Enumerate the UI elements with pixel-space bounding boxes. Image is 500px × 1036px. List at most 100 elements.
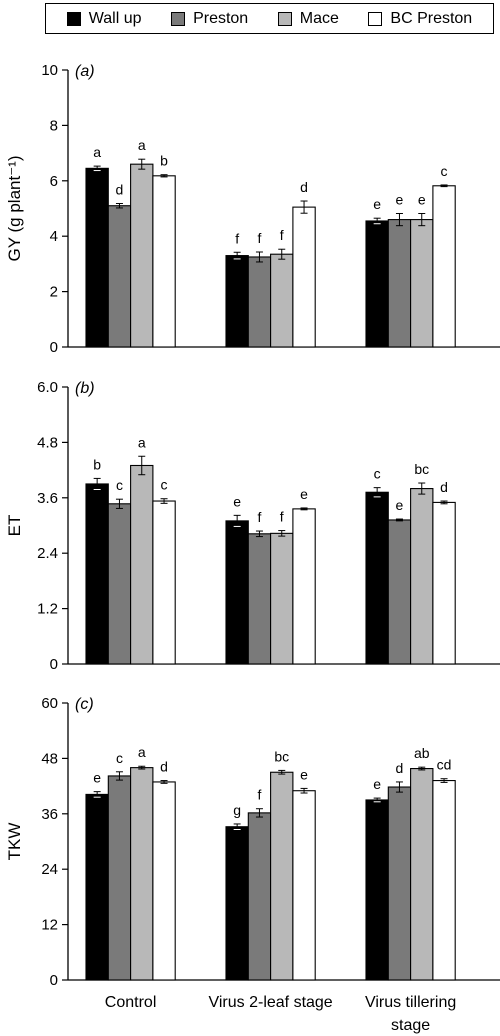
significance-letter: e bbox=[233, 493, 241, 509]
bar bbox=[225, 826, 249, 981]
bar bbox=[107, 503, 132, 665]
x-category-label: Virus tillering bbox=[365, 994, 456, 1011]
bar bbox=[85, 483, 109, 665]
bar bbox=[130, 163, 154, 348]
y-tick-label: 10 bbox=[41, 62, 58, 79]
significance-letter: bc bbox=[274, 748, 289, 764]
bar bbox=[432, 501, 456, 665]
bar bbox=[225, 255, 249, 348]
significance-letter: f bbox=[258, 509, 262, 525]
bar bbox=[247, 533, 272, 665]
bar bbox=[410, 219, 434, 348]
bar bbox=[107, 775, 132, 981]
bar bbox=[270, 532, 294, 665]
legend-item-preston: Preston bbox=[171, 10, 248, 28]
y-tick-label: 36 bbox=[41, 806, 58, 823]
bar bbox=[292, 790, 316, 981]
bar bbox=[292, 508, 316, 665]
legend-swatch-preston bbox=[171, 11, 186, 26]
bar bbox=[410, 768, 434, 981]
y-tick-label: 2.4 bbox=[37, 545, 58, 562]
y-axis-label: TKW bbox=[5, 823, 24, 861]
y-axis-label: ET bbox=[5, 515, 24, 537]
significance-letter: d bbox=[300, 179, 308, 195]
bar bbox=[365, 220, 389, 348]
legend-label-preston: Preston bbox=[193, 9, 249, 27]
y-tick-label: 1.2 bbox=[37, 601, 58, 618]
panel-label: (c) bbox=[75, 696, 94, 713]
bar bbox=[152, 781, 176, 981]
significance-letter: d bbox=[116, 182, 124, 198]
significance-letter: f bbox=[280, 227, 284, 243]
y-tick-label: 4.8 bbox=[37, 434, 58, 451]
significance-letter: e bbox=[396, 497, 404, 513]
y-tick-label: 60 bbox=[41, 695, 58, 712]
bar bbox=[225, 520, 249, 665]
x-category-label: Virus 2-leaf stage bbox=[208, 994, 332, 1011]
significance-letter: c bbox=[116, 477, 123, 493]
bar bbox=[292, 206, 316, 348]
legend-label-bc-preston: BC Preston bbox=[390, 9, 473, 27]
bar bbox=[107, 205, 132, 348]
bar bbox=[410, 488, 434, 665]
x-category-label: Control bbox=[105, 994, 157, 1011]
significance-letter: bc bbox=[414, 461, 429, 477]
y-tick-label: 24 bbox=[41, 861, 58, 878]
y-tick-label: 0 bbox=[50, 972, 58, 989]
legend-item-bc-preston: BC Preston bbox=[368, 10, 472, 28]
bar bbox=[152, 500, 176, 665]
significance-letter: d bbox=[160, 759, 168, 775]
bar bbox=[247, 812, 272, 981]
bar bbox=[85, 793, 109, 981]
y-tick-label: 2 bbox=[50, 284, 58, 301]
y-tick-label: 3.6 bbox=[37, 490, 58, 507]
significance-letter: a bbox=[138, 137, 146, 153]
legend-label-wall-up: Wall up bbox=[88, 9, 142, 27]
legend-item-wall-up: Wall up bbox=[66, 9, 142, 28]
bar bbox=[152, 175, 176, 348]
significance-letter: c bbox=[374, 466, 381, 482]
legend-swatch-bc-preston bbox=[368, 11, 383, 26]
significance-letter: ab bbox=[414, 745, 430, 761]
significance-letter: f bbox=[280, 509, 284, 525]
y-tick-label: 8 bbox=[50, 117, 58, 134]
significance-letter: e bbox=[300, 486, 308, 502]
significance-letter: b bbox=[93, 456, 101, 472]
significance-letter: f bbox=[258, 230, 262, 246]
bar bbox=[387, 519, 412, 665]
significance-letter: f bbox=[258, 787, 262, 803]
y-tick-label: 0 bbox=[50, 656, 58, 673]
panel-label: (b) bbox=[75, 380, 95, 397]
significance-letter: e bbox=[373, 196, 381, 212]
bar bbox=[365, 799, 389, 981]
significance-letter: e bbox=[93, 770, 101, 786]
bar bbox=[130, 464, 154, 665]
significance-letter: e bbox=[373, 776, 381, 792]
legend-swatch-mace bbox=[277, 11, 292, 26]
legend-item-mace: Mace bbox=[277, 9, 339, 28]
y-tick-label: 0 bbox=[50, 339, 58, 356]
y-tick-label: 48 bbox=[41, 750, 58, 767]
significance-letter: f bbox=[235, 230, 239, 246]
significance-letter: c bbox=[116, 750, 123, 766]
bar bbox=[387, 219, 412, 348]
panel-label: (a) bbox=[75, 63, 95, 80]
bar bbox=[365, 491, 389, 665]
chart-legend: Wall up Preston Mace BC Preston bbox=[45, 3, 494, 34]
significance-letter: c bbox=[441, 163, 448, 179]
significance-letter: e bbox=[396, 191, 404, 207]
legend-label-mace: Mace bbox=[299, 9, 339, 27]
significance-letter: b bbox=[160, 153, 168, 169]
significance-letter: c bbox=[161, 477, 168, 493]
significance-letter: a bbox=[138, 744, 146, 760]
significance-letter: e bbox=[300, 766, 308, 782]
x-category-label: stage bbox=[391, 1017, 430, 1034]
bar bbox=[270, 253, 294, 348]
bar bbox=[432, 185, 456, 348]
significance-letter: d bbox=[396, 760, 404, 776]
significance-letter: cd bbox=[437, 757, 452, 773]
y-tick-label: 6.0 bbox=[37, 379, 58, 396]
bar bbox=[432, 780, 456, 981]
significance-letter: a bbox=[138, 434, 146, 450]
significance-letter: d bbox=[440, 479, 448, 495]
